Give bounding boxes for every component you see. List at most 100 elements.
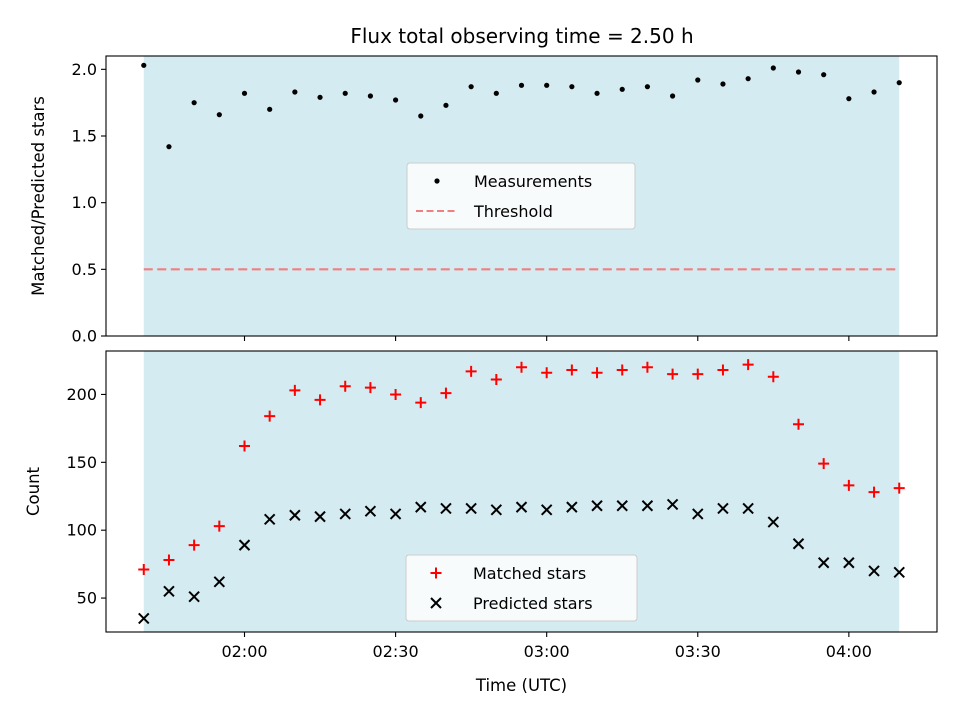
ratio-point [871, 89, 877, 95]
bottom-legend: Matched stars Predicted stars [405, 554, 638, 622]
predicted-star-point [767, 516, 780, 528]
predicted-star-point [566, 501, 578, 513]
matched-star-point [767, 371, 779, 383]
predicted-star-point [465, 502, 477, 515]
matched-star-point [213, 520, 225, 532]
bottom-axes-frame [105, 350, 938, 633]
matched-star-point [465, 365, 477, 377]
predicted-star-point [213, 576, 226, 588]
legend-marker-matched-stars [430, 567, 442, 579]
matched-star-point [591, 367, 603, 379]
y-tick-label: 50 [77, 589, 97, 608]
top-axes-frame [105, 55, 938, 337]
x-tick-label: 03:00 [524, 642, 570, 661]
matched-star-point [793, 418, 804, 430]
predicted-star-point [163, 585, 175, 597]
predicted-star-point [415, 501, 427, 513]
ratio-point [544, 82, 550, 88]
ratio-point [569, 84, 575, 90]
matched-star-point [616, 364, 628, 376]
y-tick-label: 150 [66, 453, 97, 472]
bottom-legend-box [405, 554, 638, 622]
legend-label-threshold: Threshold [473, 202, 553, 221]
matched-star-point [188, 539, 200, 551]
matched-star-point [264, 410, 276, 422]
legend-label-measurements: Measurements [474, 172, 592, 191]
x-tick-label: 02:00 [221, 642, 267, 661]
top-legend: Measurements Threshold [406, 162, 636, 230]
bottom-y-axis: 50 100 150 200 [66, 385, 106, 608]
predicted-star-point [314, 510, 326, 523]
matched-star-point [415, 397, 427, 409]
ratio-point [846, 96, 852, 102]
matched-star-point [818, 458, 830, 470]
matched-star-point [868, 486, 880, 498]
matched-star-point [893, 482, 905, 494]
predicted-star-point [717, 502, 729, 515]
ratio-point [141, 62, 147, 68]
y-tick-label: 1.0 [72, 193, 97, 212]
matched-star-point [314, 394, 326, 406]
predicted-star-point [515, 501, 528, 513]
ratio-point [367, 93, 374, 99]
top-y-axis: 0.0 0.5 1.0 1.5 2.0 [72, 60, 106, 346]
ratio-panel: 0.00.51.01.52.0 Matched/Predicted stars … [29, 55, 938, 346]
x-axis-label: Time (UTC) [475, 676, 567, 695]
top-legend-box [406, 162, 636, 230]
matched-star-point [717, 364, 729, 376]
legend-marker-predicted-stars [430, 597, 442, 609]
ratio-point [216, 112, 222, 118]
ratio-point [745, 76, 751, 82]
legend-label-matched-stars: Matched stars [473, 564, 586, 583]
matched-star-point [239, 440, 250, 452]
x-tick-label: 04:00 [826, 642, 872, 661]
ratio-point [191, 100, 197, 106]
ratio-point [292, 89, 298, 95]
predicted-star-point [138, 612, 150, 625]
ratio-point [695, 77, 701, 83]
legend-marker-predicted-stars [430, 597, 442, 609]
predicted-star-point [641, 500, 654, 512]
ratio-point [468, 84, 474, 90]
ratio-point [795, 69, 802, 75]
predicted-star-point [540, 504, 553, 516]
predicted-star-point [616, 500, 628, 512]
matched-star-point [566, 364, 578, 376]
ratio-point [166, 144, 172, 150]
predicted-star-point [843, 557, 855, 569]
matched-star-point [390, 388, 402, 400]
predicted-star-point [817, 557, 830, 569]
x-tick-label: 02:30 [373, 642, 419, 661]
ratio-point [342, 90, 348, 96]
predicted-star-point [364, 505, 377, 517]
top-x-tick-marks [243, 336, 850, 341]
ratio-point [418, 113, 424, 119]
matched-star-point [692, 368, 704, 380]
predicted-star-point [893, 566, 905, 578]
count-panel: 50 100 150 200 02:00 02:30 03:00 03:30 04:00 Co… [24, 350, 938, 695]
ratio-point [619, 86, 625, 92]
predicted-star-point [238, 539, 251, 551]
matched-star-point [641, 361, 653, 373]
ratio-point [594, 90, 600, 96]
ratio-point [267, 106, 273, 112]
ratio-point [518, 82, 525, 88]
legend-marker-measurements [434, 178, 440, 184]
predicted-star-point [389, 508, 402, 520]
legend-marker-matched-stars [430, 567, 442, 579]
predicted-star-point [188, 590, 200, 603]
matched-star-point [339, 380, 351, 392]
ratio-point [720, 81, 726, 87]
ratio-point [241, 90, 248, 96]
predicted-star-point [868, 565, 880, 577]
ratio-point [669, 93, 676, 99]
predicted-star-point [289, 509, 301, 521]
ratio-point [821, 72, 827, 78]
predicted-star-point [263, 513, 276, 526]
legend-label-predicted-stars: Predicted stars [473, 594, 593, 613]
matched-star-point [364, 382, 376, 394]
matched-star-point [163, 554, 175, 566]
ratio-points [141, 62, 902, 150]
ratio-point [317, 94, 323, 100]
